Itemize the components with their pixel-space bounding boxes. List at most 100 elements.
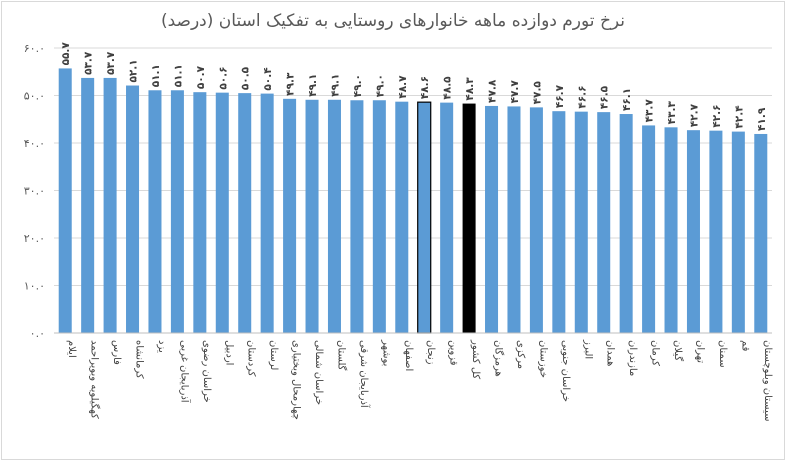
x-tick-label: هرمزگان [493,340,505,377]
y-tick-label: ۵۰.۰ [24,90,45,103]
bar [283,98,297,333]
data-label: ۴۳.۳ [666,101,678,125]
data-label: ۵۳.۷ [105,51,117,75]
x-tick-label: لرستان [268,340,279,370]
bar [709,130,723,333]
bar [350,100,364,333]
bar [529,107,543,333]
data-label: ۴۲.۴ [733,105,745,129]
data-label: ۴۲.۷ [688,103,700,127]
bar [215,92,229,334]
data-label: ۴۶.۱ [621,88,633,111]
x-tick-label: سیستان وبلوچستان [762,340,773,422]
x-tick-label: گیلان [672,340,684,361]
bar [507,106,521,333]
data-label: ۴۷.۷ [509,80,521,104]
bar [126,85,140,334]
x-tick-label: بوشهر [380,339,391,366]
data-label: ۴۸.۵ [442,76,454,100]
bar [81,77,95,333]
x-tick-label: کهگیلویه وبویراحمد [89,340,101,419]
x-tick-label: یزد [156,340,167,353]
data-label: ۵۰.۴ [262,67,274,91]
x-tick-label: قزوین [448,340,459,366]
bar [238,93,252,333]
data-label: ۴۹.۳ [285,72,297,96]
x-tick-label: ایلام [66,340,77,358]
y-tick-label: ۰.۰ [30,327,45,340]
bar [260,93,274,333]
data-label: ۵۰.۶ [217,66,229,89]
data-label: ۴۷.۵ [531,81,543,105]
bar [664,127,678,333]
bar [327,99,341,334]
x-tick-label: خراسان جنوبی [560,340,571,402]
x-tick-label: اردبیل [223,340,234,365]
data-label: ۴۹.۰ [374,74,386,97]
data-label: ۵۵.۷ [60,42,72,66]
bar [552,111,566,333]
y-tick-label: ۲۰.۰ [24,232,45,245]
bar [619,114,633,334]
x-tick-label: مرکزی [515,340,526,369]
y-tick-label: ۶۰.۰ [24,42,45,55]
bar [731,131,745,333]
data-label: ۴۹.۱ [307,74,319,97]
bar [395,101,409,333]
bar [597,112,611,333]
bar [440,102,454,333]
x-tick-label: کل کشور [470,339,481,379]
data-label: ۴۶.۶ [576,85,588,108]
x-tick-label: همدان [605,340,616,366]
x-tick-label: البرز [582,339,593,359]
x-tick-label: کرمانشاه [134,340,145,379]
data-label: ۵۰.۷ [195,65,207,89]
bar [462,103,476,333]
bar [103,77,117,333]
data-label: ۴۲.۶ [711,104,723,127]
bar [485,105,499,333]
data-label: ۴۸.۳ [464,77,476,101]
bar [193,92,207,333]
bar [372,100,386,333]
data-label: ۵۱.۱ [150,64,162,87]
bar [574,111,588,334]
x-tick-label: چهارمحال وبختیاری [291,340,302,420]
data-label: ۵۱.۱ [172,64,184,87]
x-tick-label: زنجان [425,340,436,365]
x-tick-label: خراسان رضوی [201,340,212,403]
data-label: ۴۷.۸ [487,79,499,103]
data-label: ۵۰.۵ [240,66,252,90]
bar [686,130,700,333]
x-tick-label: آذربایجان غربی [178,340,191,404]
data-label: ۴۸.۶ [419,76,431,99]
x-tick-label: کردستان [246,340,257,377]
x-tick-label: فارس [111,340,122,365]
data-label: ۴۶.۵ [599,85,611,109]
x-tick-label: اصفهان [403,340,414,371]
x-tick-label: تهران [694,340,705,363]
bar [642,125,656,333]
bar [305,99,319,334]
data-label: ۴۸.۷ [397,75,409,99]
chart-title: نرخ تورم دوازده ماهه خانوارهای روستایی ب… [161,11,625,31]
bar [170,90,184,334]
x-tick-label: خوزستان [537,340,548,378]
x-tick-label: قم [739,340,750,352]
data-label: ۴۹.۱ [329,74,341,97]
bar [148,90,162,334]
x-tick-label: مازندران [627,340,638,376]
bar [417,101,432,334]
data-label: ۴۶.۷ [554,84,566,108]
data-label: ۴۳.۷ [644,99,656,123]
x-tick-label: کرمان [650,340,661,366]
data-label: ۴۹.۰ [352,74,364,97]
x-tick-label: خراسان شمالی [313,340,324,405]
bar [754,133,768,333]
data-label: ۵۳.۷ [83,51,95,75]
x-tick-label: آذربایجان شرقی [358,340,371,409]
data-label: ۴۱.۹ [756,107,768,131]
x-tick-label: گلستان [335,340,347,371]
data-label: ۵۲.۱ [128,59,140,82]
